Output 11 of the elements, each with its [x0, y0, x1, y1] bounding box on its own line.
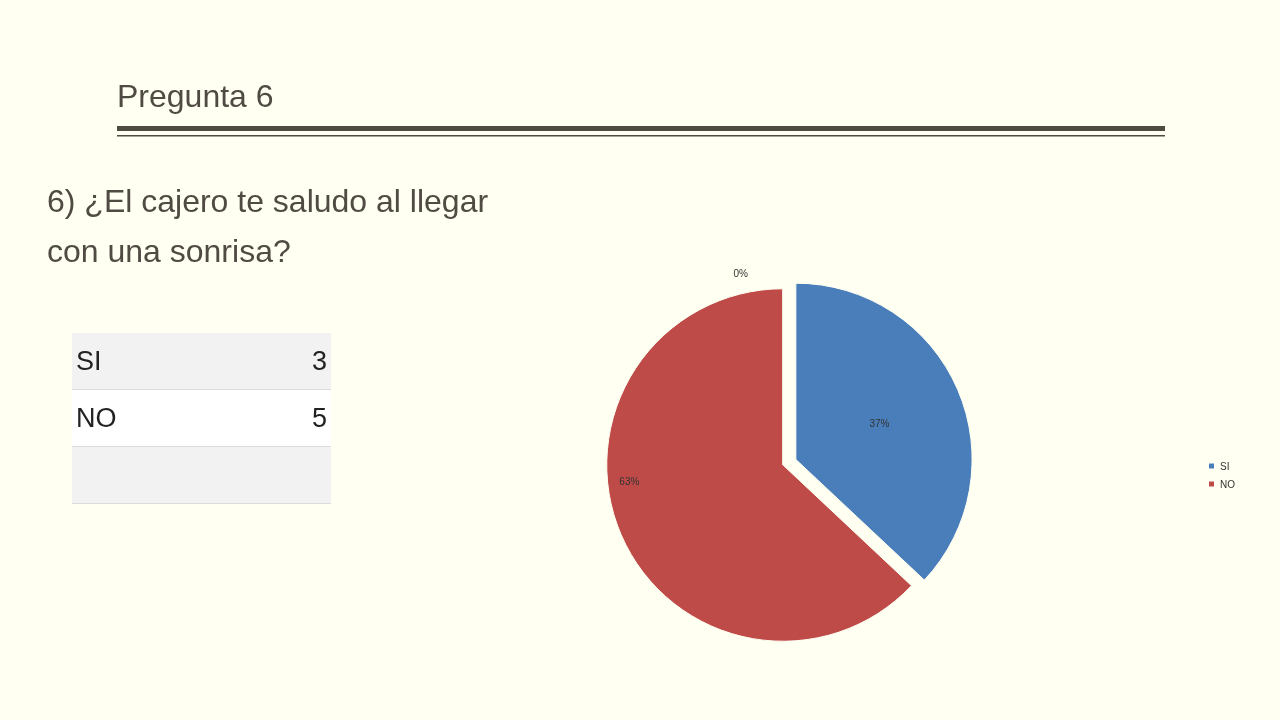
text: NO — [72, 389, 248, 447]
text: 5 — [247, 389, 331, 447]
text: 0% — [733, 268, 748, 280]
text: 6) ¿El cajero te saludo al llegar con una sonrisa? — [47, 182, 490, 271]
text: Pregunta 6 — [117, 78, 274, 115]
legend-label: SI — [1220, 460, 1230, 472]
text: SI — [72, 333, 248, 390]
data-label: 37% — [869, 417, 890, 429]
legend-label: NO — [1220, 478, 1236, 490]
data-label: 63% — [619, 475, 640, 487]
text: 3 — [247, 333, 331, 390]
